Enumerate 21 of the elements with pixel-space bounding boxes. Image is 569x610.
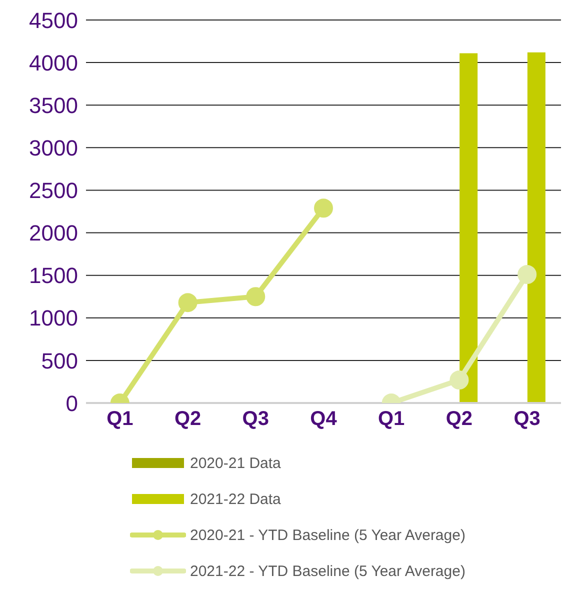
y-tick-label: 500 bbox=[41, 348, 78, 374]
x-tick-label: Q2 bbox=[446, 408, 473, 430]
legend-label: 2021-22 - YTD Baseline (5 Year Average) bbox=[190, 562, 466, 580]
y-tick-label: 2000 bbox=[29, 220, 78, 246]
y-tick-label: 3500 bbox=[29, 92, 78, 118]
x-tick-label: Q3 bbox=[242, 408, 269, 430]
legend-label: 2021-22 Data bbox=[190, 490, 281, 508]
x-tick-label: Q4 bbox=[310, 408, 338, 430]
legend-label: 2020-21 - YTD Baseline (5 Year Average) bbox=[190, 526, 466, 544]
y-tick-label: 1000 bbox=[29, 306, 78, 331]
y-tick-label: 2500 bbox=[29, 178, 78, 204]
y-tick-label: 1500 bbox=[29, 263, 78, 288]
x-tick-label: Q3 bbox=[514, 408, 540, 430]
y-tick-label: 4000 bbox=[29, 50, 78, 76]
x-tick-label: Q2 bbox=[174, 408, 202, 430]
x-tick-label: Q1 bbox=[378, 408, 405, 430]
x-tick-label: Q1 bbox=[106, 408, 134, 430]
y-tick-label: 4500 bbox=[29, 8, 78, 33]
y-tick-label: 3000 bbox=[29, 135, 78, 160]
y-tick-label: 0 bbox=[66, 390, 78, 416]
legend-label: 2020-21 Data bbox=[190, 454, 281, 472]
